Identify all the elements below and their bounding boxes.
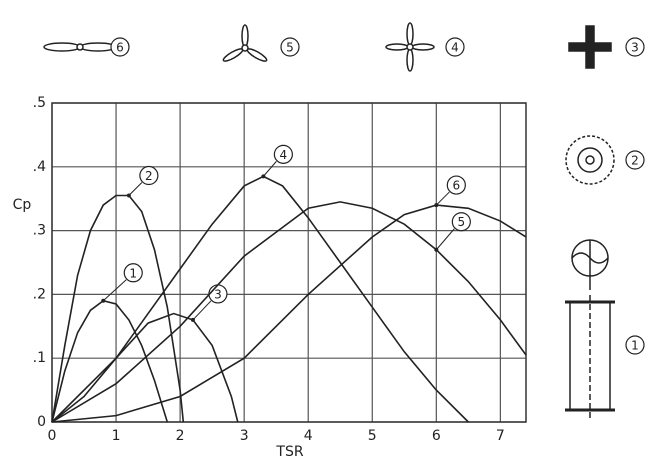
curve-label: 5 <box>458 215 466 229</box>
icon-label: 1 <box>631 339 639 353</box>
curve-label: 3 <box>214 287 222 301</box>
x-tick-label: 3 <box>240 428 249 444</box>
x-tick-label: 4 <box>304 428 313 444</box>
curve-label: 1 <box>129 266 137 280</box>
leader <box>129 183 142 196</box>
leader <box>436 192 449 205</box>
icon-label: 2 <box>631 154 639 168</box>
chart: Cp TSR 0 .1 .2 .3 .4 .5 0 1 2 3 4 5 6 7 1 2 3 4 5 6 1 2 3 4 5 6 <box>0 0 653 468</box>
leader <box>436 229 454 250</box>
y-tick-label: .2 <box>33 286 46 302</box>
icon-label: 6 <box>116 41 124 55</box>
leader <box>263 161 276 176</box>
x-tick-label: 1 <box>112 428 121 444</box>
y-axis-label: Cp <box>13 197 32 213</box>
curve <box>52 196 183 422</box>
leader <box>103 280 126 301</box>
y-tick-label: .1 <box>33 350 46 366</box>
x-tick-label: 2 <box>176 428 185 444</box>
x-tick-label: 0 <box>48 428 57 444</box>
icon-label: 5 <box>286 41 294 55</box>
x-tick-label: 5 <box>368 428 377 444</box>
curve-label: 6 <box>453 179 461 193</box>
curve-label: 4 <box>280 148 288 162</box>
x-tick-label: 6 <box>432 428 441 444</box>
y-tick-label: 0 <box>37 414 46 430</box>
y-tick-label: .5 <box>33 95 46 111</box>
y-tick-label: .4 <box>33 159 46 175</box>
x-axis-label: TSR <box>275 444 303 460</box>
icon-label: 3 <box>631 41 639 55</box>
y-tick-label: .3 <box>33 223 46 239</box>
icon-label: 4 <box>451 41 459 55</box>
x-tick-label: 7 <box>496 428 505 444</box>
curve-label: 2 <box>145 169 153 183</box>
